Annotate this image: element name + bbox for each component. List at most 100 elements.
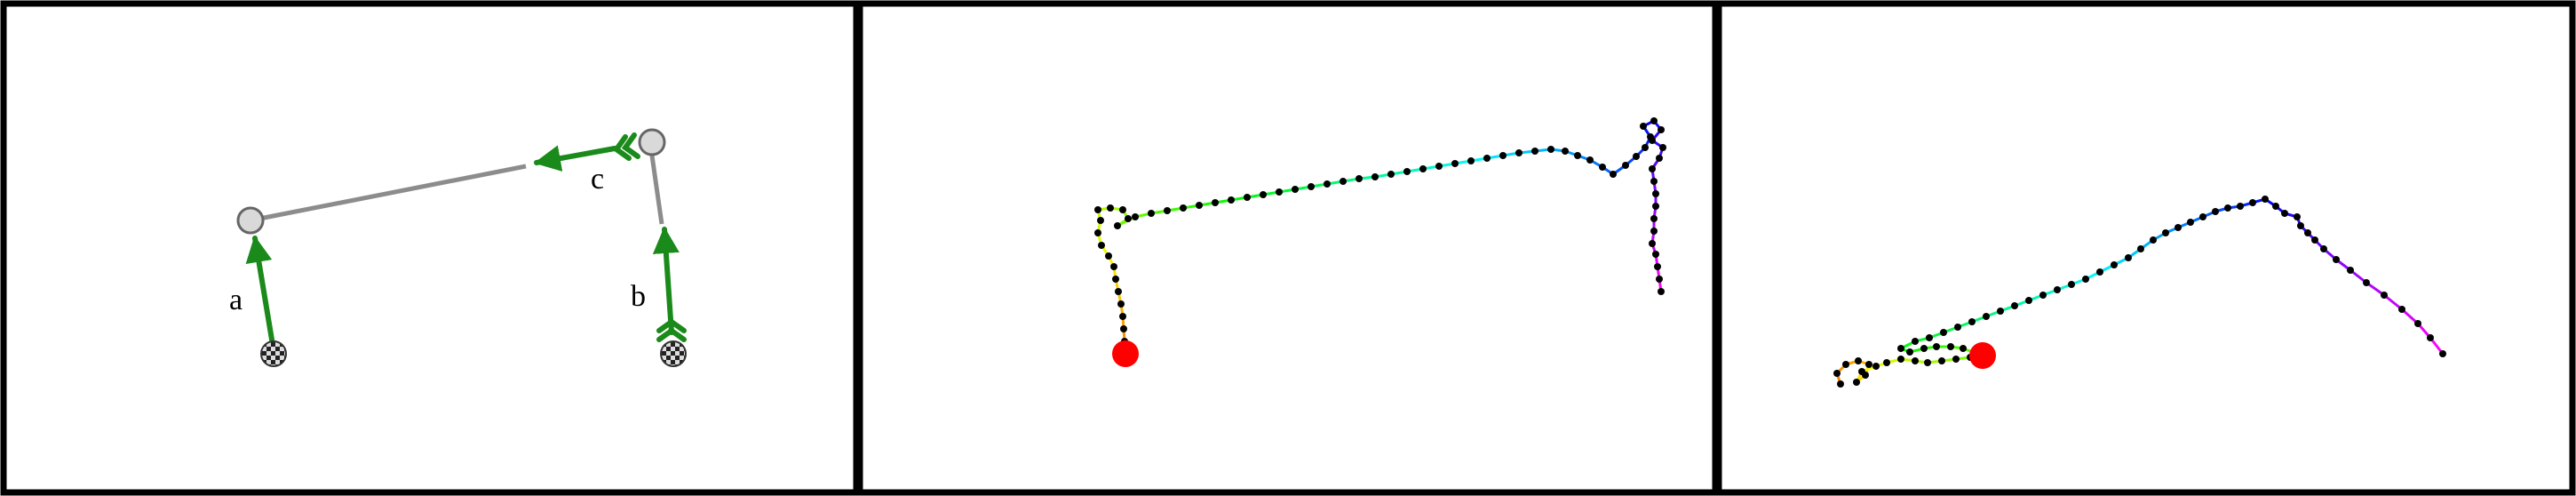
chain-point (1649, 165, 1656, 172)
chain-point (1837, 380, 1844, 388)
chain-point (1924, 359, 1931, 366)
joint-right (638, 128, 666, 156)
chain-point (1562, 148, 1569, 155)
panel-frame (0, 0, 860, 496)
chain-point (1650, 228, 1658, 235)
chain-point (1419, 165, 1427, 172)
chain-point (1652, 203, 1659, 210)
chain-point (2398, 306, 2405, 313)
chain-point (1356, 175, 1363, 182)
chain-point (1244, 194, 1251, 201)
chain-point (1112, 276, 1119, 283)
chain-point (2297, 222, 2304, 229)
chain-point (1656, 276, 1663, 283)
chain-point (1114, 222, 1121, 229)
chain-point (1658, 126, 1665, 133)
chain-point (1656, 155, 1663, 162)
chain-point (1983, 313, 1990, 320)
chain-point (2187, 219, 2194, 226)
chain-segment (2400, 308, 2420, 325)
vector-a (245, 236, 276, 353)
chain-point (1499, 152, 1507, 159)
chain-point (1642, 144, 1649, 151)
chain-point (1640, 123, 1647, 130)
chain-vertical (1094, 117, 1666, 357)
chain-point (1968, 318, 1976, 325)
chain-point (1547, 146, 1554, 153)
chain-point (1164, 207, 1171, 214)
chain-point (2347, 267, 2354, 274)
chain-point (1897, 345, 1904, 352)
chain-point (1658, 288, 1665, 295)
chain-point (2311, 236, 2318, 244)
chain-point (2304, 229, 2311, 236)
chain-point (1933, 343, 1940, 350)
ground-pivot-left (260, 340, 287, 367)
chain-point (1912, 338, 1919, 345)
chain-point (1451, 160, 1459, 167)
chain-point (1652, 251, 1659, 258)
chain-point (2212, 208, 2219, 215)
chain-point (1610, 171, 1617, 178)
chain-segment (2382, 293, 2404, 311)
chain-point (2294, 213, 2301, 220)
chain-point (2427, 334, 2434, 341)
chain-point (1098, 242, 1105, 249)
chain-point (1897, 356, 1904, 363)
chain-point (2150, 236, 2157, 244)
chain-point (1119, 313, 1126, 320)
chain-point (1633, 153, 1640, 160)
chain-segment (2365, 281, 2386, 297)
chain-point (1650, 215, 1658, 222)
chain-point (1117, 300, 1125, 308)
chain-point (1960, 345, 1967, 352)
chain-base (1112, 340, 1139, 367)
chain-point (2320, 245, 2327, 252)
chain-point (2011, 302, 2018, 309)
panel-frame (1715, 0, 2576, 496)
chain-point (1940, 329, 1947, 336)
chain-point (1107, 204, 1114, 212)
chain-point (1094, 206, 1101, 213)
chain-point (1119, 206, 1126, 213)
chain-point (2439, 350, 2446, 357)
chain-point (2054, 286, 2061, 293)
chain-point (2333, 256, 2340, 263)
chain-point (1371, 173, 1379, 180)
chain-point (1531, 148, 1538, 155)
chain-point (1403, 168, 1411, 175)
chain-point (1110, 263, 1117, 270)
chain-point (2363, 279, 2370, 286)
chain-point (1853, 379, 1860, 386)
chain-point (1947, 343, 1954, 350)
chain-point (2111, 261, 2118, 268)
chain-point (2249, 199, 2256, 206)
chain-point (1515, 149, 1523, 156)
right-link-bar (649, 155, 664, 225)
chain-point (1997, 308, 2004, 315)
chain-point (1954, 324, 1961, 331)
chain-point (2237, 203, 2244, 210)
chain-point (1180, 204, 1187, 212)
chain-point (1120, 325, 1127, 332)
chain-point (1340, 178, 1347, 185)
chain-point (2272, 203, 2279, 210)
chain-point (1196, 202, 1203, 209)
chain-point (1574, 152, 1581, 159)
chain-folded (1833, 196, 2446, 388)
chain-point (2068, 281, 2075, 288)
vector-c (534, 145, 617, 172)
chain-point (2162, 229, 2169, 236)
chain-point (1599, 164, 1606, 171)
chain-point (1855, 357, 1862, 364)
chain-point (1125, 215, 1132, 222)
chain-point (1649, 240, 1656, 247)
chain-point (1952, 356, 1960, 363)
chain-point (1920, 345, 1928, 352)
chain-point (1906, 348, 1913, 356)
vector-b-tail-mark (656, 318, 687, 342)
chain-point (2096, 268, 2103, 276)
chain-point (1324, 180, 1331, 188)
label-c: c (591, 163, 604, 196)
chain-point (2125, 254, 2132, 261)
